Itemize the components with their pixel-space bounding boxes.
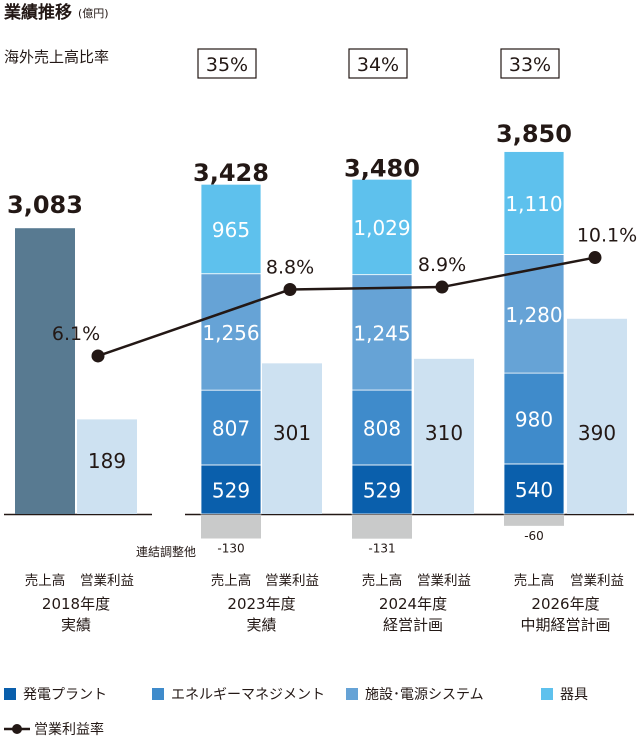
legend: 発電プラント エネルギーマネジメント 施設･電源システム 器具 営業利益率 <box>4 687 588 738</box>
op-profit-bar <box>567 318 627 514</box>
legend-label-facility-power: 施設･電源システム <box>365 687 484 703</box>
op-profit-bar <box>414 358 474 514</box>
segment-value-label: 529 <box>363 478 401 502</box>
axis-label-op-profit: 営業利益 <box>417 573 471 589</box>
legend-swatch-facility-power <box>346 688 358 700</box>
margin-point <box>588 251 602 265</box>
adjustment-value-label: -60 <box>524 529 544 543</box>
segment-value-label: 1,256 <box>202 321 259 345</box>
legend-label-energy-management: エネルギーマネジメント <box>171 687 325 703</box>
axis-label-op-profit: 営業利益 <box>80 573 134 589</box>
legend-swatch-equipment <box>541 688 553 700</box>
legend-swatch-power-plant <box>4 688 16 700</box>
op-profit-bar <box>262 363 322 514</box>
overseas-ratio-value: 33% <box>509 54 551 76</box>
margin-point <box>283 283 297 297</box>
axis-label-sales: 売上高 <box>25 572 66 589</box>
sales-total-label: 3,083 <box>7 191 83 219</box>
adjust-label: 連結調整他 <box>136 544 196 559</box>
sales-total-label: 3,428 <box>193 159 269 187</box>
adjustment-value-label: -130 <box>217 541 244 555</box>
legend-label-power-plant: 発電プラント <box>23 687 107 703</box>
category-year-label: 2023年度 <box>227 595 295 613</box>
margin-line <box>97 256 596 358</box>
chart-title: 業績推移 <box>4 2 72 23</box>
overseas-ratio-value: 35% <box>206 54 248 76</box>
category-sub-label: 中期経営計画 <box>520 616 610 634</box>
adjustment-bar <box>201 515 261 539</box>
sales-bar-2018 <box>15 228 75 514</box>
margin-point <box>91 349 105 363</box>
sales-segment-4 <box>200 183 262 275</box>
adjustment-value-label: -131 <box>368 542 395 556</box>
category-year-label: 2026年度 <box>531 595 599 613</box>
margin-value-label: 6.1% <box>52 323 100 345</box>
segment-value-label: 1,280 <box>505 303 562 327</box>
margin-value-label: 8.9% <box>418 254 466 276</box>
segment-value-label: 1,245 <box>353 321 410 345</box>
op-profit-value-label: 310 <box>425 421 463 445</box>
sales-segment-1 <box>503 463 565 515</box>
axis-label-sales: 売上高 <box>211 572 252 589</box>
overseas-ratio-value: 34% <box>357 54 399 76</box>
segment-value-label: 807 <box>212 417 250 441</box>
segment-value-label: 540 <box>515 478 553 502</box>
category-year-label: 2024年度 <box>379 595 447 613</box>
overseas-ratio-box <box>197 48 257 79</box>
segment-value-label: 965 <box>212 218 250 242</box>
sales-segment-4 <box>351 178 413 276</box>
legend-marker-sample <box>12 724 22 734</box>
overseas-ratio-box <box>348 48 408 79</box>
axis-label-sales: 売上高 <box>362 572 403 589</box>
axis-label-op-profit: 営業利益 <box>570 573 624 589</box>
sales-total-label: 3,480 <box>344 154 420 182</box>
margin-point <box>435 280 449 294</box>
adjustment-bar <box>352 515 412 539</box>
category-sub-label: 経営計画 <box>383 616 443 634</box>
category-year-label: 2018年度 <box>42 595 110 613</box>
legend-label-equipment: 器具 <box>560 687 588 703</box>
segment-value-label: 1,110 <box>505 192 562 216</box>
sales-total-label: 3,850 <box>496 120 572 148</box>
margin-value-label: 8.8% <box>266 257 314 279</box>
sales-segment-2 <box>503 372 565 465</box>
segment-value-label: 980 <box>515 408 553 432</box>
op-profit-bar <box>77 419 137 514</box>
segment-value-label: 1,029 <box>353 216 410 240</box>
adjustment-bar <box>504 515 564 526</box>
sales-segment-4 <box>503 151 565 255</box>
category-sub-label: 実績 <box>61 616 91 634</box>
chart-unit: (億円) <box>78 7 109 20</box>
overseas-ratio-label: 海外売上高比率 <box>4 48 109 66</box>
legend-swatch-energy-management <box>152 688 164 700</box>
axis-label-sales: 売上高 <box>514 572 555 589</box>
legend-label-margin: 営業利益率 <box>34 721 104 738</box>
segment-value-label: 808 <box>363 417 401 441</box>
overseas-ratio-box <box>500 48 560 79</box>
op-profit-value-label: 189 <box>88 449 126 473</box>
op-profit-value-label: 390 <box>578 421 616 445</box>
category-sub-label: 実績 <box>246 616 276 634</box>
sales-segment-2 <box>200 389 262 466</box>
margin-value-label: 10.1% <box>577 225 637 247</box>
op-profit-value-label: 301 <box>273 421 311 445</box>
segment-value-label: 529 <box>212 478 250 502</box>
axis-label-op-profit: 営業利益 <box>265 573 319 589</box>
sales-segment-1 <box>200 464 262 515</box>
sales-segment-1 <box>351 464 413 515</box>
